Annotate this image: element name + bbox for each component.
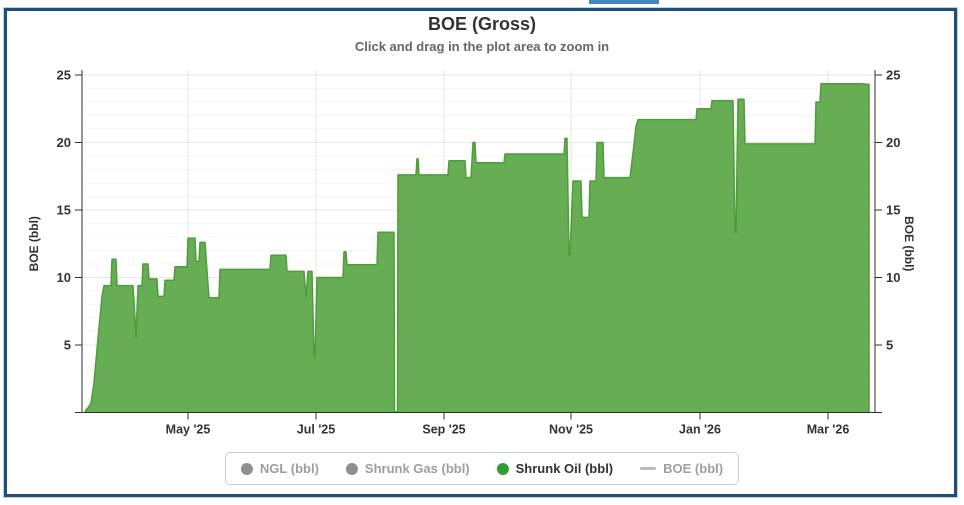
area-series-outline: [84, 83, 870, 413]
y-axis-title-left: BOE (bbl): [27, 216, 41, 271]
top-edge-partial-tab[interactable]: [589, 0, 659, 4]
area-series-shrunk-oil: [85, 83, 869, 413]
legend-item-shrunk-oil[interactable]: Shrunk Oil (bbl): [496, 461, 614, 476]
chart-title: BOE (Gross): [427, 14, 537, 34]
y-tick-label-left: 25: [57, 68, 71, 83]
y-tick-label-left: 5: [64, 338, 71, 353]
y-tick-label-right: 15: [886, 203, 900, 218]
y-tick-label-right: 5: [886, 338, 893, 353]
y-tick-label-left: 20: [57, 135, 71, 150]
legend-item-ngl[interactable]: NGL (bbl): [240, 461, 319, 476]
y-tick-label-right: 10: [886, 270, 900, 285]
legend-item-shrunk-gas[interactable]: Shrunk Gas (bbl): [345, 461, 470, 476]
y-tick-label-left: 15: [57, 203, 71, 218]
legend-item-boe[interactable]: BOE (bbl): [640, 461, 723, 476]
chart-subtitle: Click and drag in the plot area to zoom …: [354, 39, 610, 54]
x-tick-label: Jul '25: [297, 423, 335, 437]
y-tick-label-left: 10: [57, 270, 71, 285]
legend-dot-icon: [496, 462, 509, 475]
x-tick-label: May '25: [166, 423, 211, 437]
legend-item-label: NGL (bbl): [259, 461, 319, 476]
x-tick-label: Nov '25: [549, 423, 593, 437]
y-axis-title-right: BOE (bbl): [902, 216, 916, 271]
y-tick-label-right: 20: [886, 135, 900, 150]
x-tick-label: Mar '26: [807, 423, 850, 437]
legend-dot-icon: [240, 462, 253, 475]
chart-legend: NGL (bbl) Shrunk Gas (bbl) Shrunk Oil (b…: [224, 452, 740, 485]
legend-item-label: Shrunk Gas (bbl): [364, 461, 470, 476]
x-tick-label: Jan '26: [679, 423, 721, 437]
y-tick-label-right: 25: [886, 68, 900, 83]
x-tick-label: Sep '25: [422, 423, 465, 437]
legend-dot-icon: [345, 462, 358, 475]
legend-item-label: Shrunk Oil (bbl): [515, 461, 614, 476]
axes: 5 5 10 10 15 15 20 20 25 25 May '25 Jul '25 Sep '25 N…: [27, 68, 916, 437]
legend-line-icon: [640, 467, 657, 470]
legend-item-label: BOE (bbl): [663, 461, 724, 476]
